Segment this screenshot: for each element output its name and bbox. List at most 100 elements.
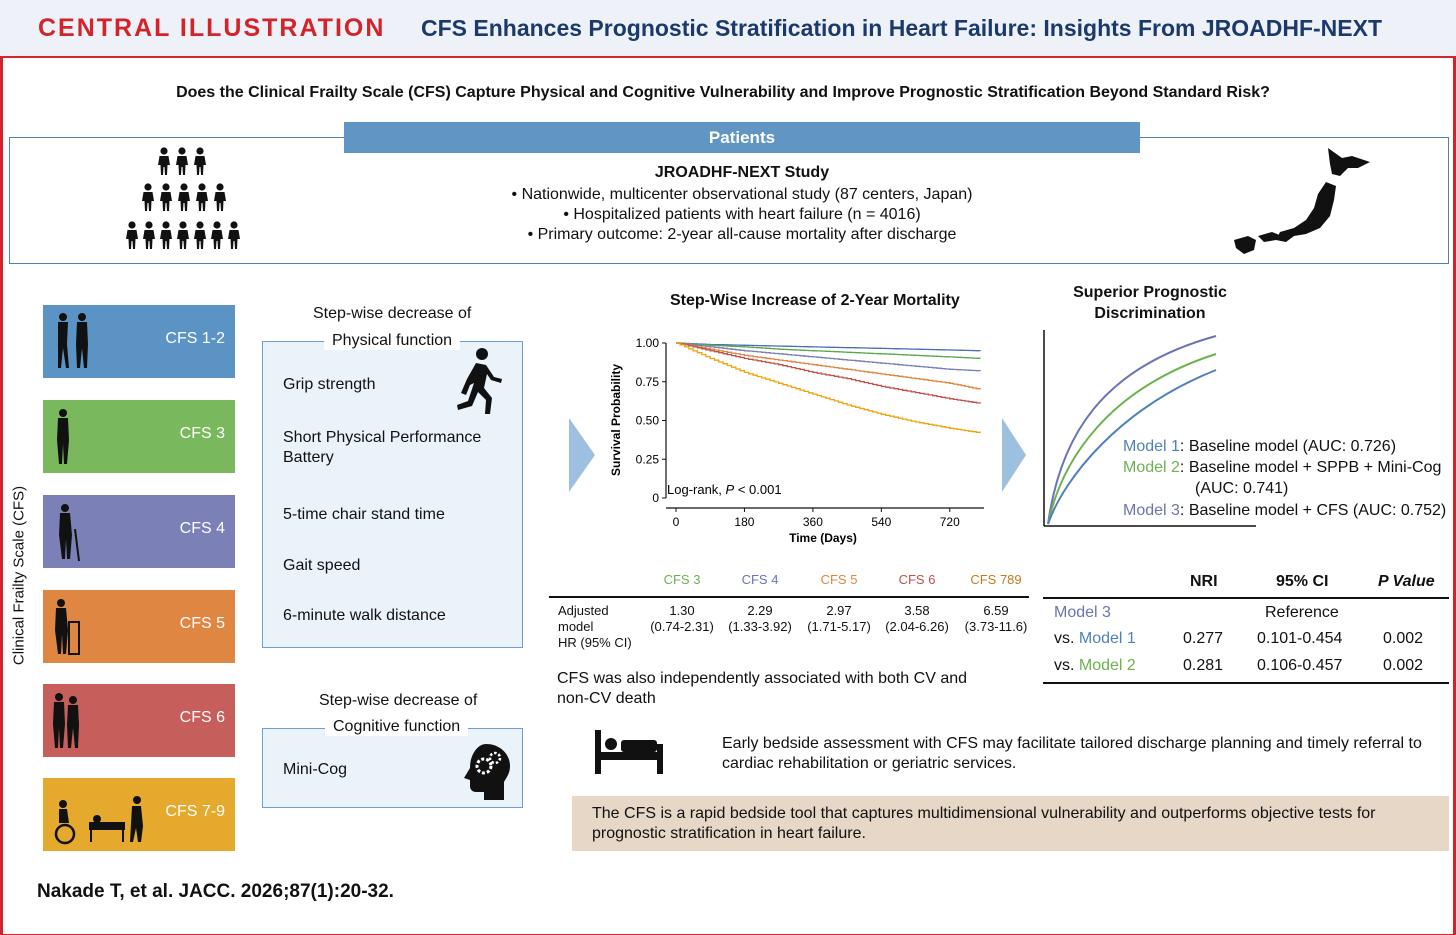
nri-table-rule (1043, 682, 1449, 684)
model-1-name: Model 1 (1123, 438, 1180, 455)
conclusion-box: The CFS is a rapid bedside tool that cap… (572, 796, 1449, 851)
model-3-legend: Model 3: Baseline model + CFS (AUC: 0.75… (1123, 502, 1446, 520)
km-series-line (676, 342, 981, 404)
head-gears-icon (464, 744, 510, 800)
physical-item: Gait speed (283, 557, 361, 574)
km-x-tick-label: 720 (940, 515, 960, 529)
km-y-tick-label: 0.75 (636, 375, 660, 389)
km-series-line (676, 342, 981, 359)
person-with-cane-icon (59, 504, 80, 562)
hr-ci: (1.71-5.17) (807, 619, 871, 634)
roc-curve-model-3 (1047, 335, 1217, 525)
model-1-legend: Model 1: Baseline model (AUC: 0.726) (1123, 438, 1396, 456)
hr-table-rule (549, 596, 1029, 598)
cognitive-item: Mini-Cog (283, 761, 348, 778)
p-value-header-text: P Value (1378, 573, 1435, 590)
flow-arrow-icon (1002, 418, 1026, 492)
hr-cell: 3.58 (2.04-6.26) (877, 603, 957, 635)
hr-cell: 1.30 (0.74-2.31) (642, 603, 722, 635)
hr-value: 2.29 (747, 603, 773, 618)
km-chart: 0 0.25 0.50 0.75 1.00 0 180 360 540 720 Survival … (609, 336, 984, 545)
nri-p: 0.002 (1383, 657, 1424, 674)
km-y-axis-label: Survival Probability (609, 364, 623, 476)
cognitive-title-line1: Step-wise decrease of (311, 692, 486, 710)
cfs-level-label: CFS 5 (179, 615, 225, 632)
hr-ci: (1.33-3.92) (728, 619, 792, 634)
model-2-name: Model 2 (1123, 459, 1180, 476)
auc-title-line: Discrimination (1094, 305, 1206, 322)
hr-value: 3.58 (904, 603, 930, 618)
hr-row-label-line: Adjusted (558, 603, 609, 618)
cv-death-text: CFS was also independently associated wi… (557, 670, 968, 707)
nri-p: 0.002 (1383, 630, 1424, 647)
nri-row-prefix: vs. (1054, 630, 1079, 647)
physical-title-line1: Step-wise decrease of (305, 305, 480, 323)
hr-ci: (0.74-2.31) (650, 619, 714, 634)
cfs-level-6: CFS 6 (43, 684, 235, 757)
nri-ci: 0.101-0.454 (1257, 630, 1343, 647)
physical-item: Battery (283, 449, 334, 466)
km-x-tick-label: 180 (734, 515, 754, 529)
nri-row-model: Model 1 (1078, 630, 1136, 647)
cfs-level-1-2: CFS 1-2 (43, 305, 235, 378)
roc-curves (1043, 330, 1256, 527)
nri-value: 0.277 (1183, 630, 1224, 647)
km-y-tick-label: 0.50 (636, 414, 660, 428)
nri-row-prefix: vs. (1054, 657, 1079, 674)
km-x-tick-label: 360 (803, 515, 823, 529)
hr-cell: 2.29 (1.33-3.92) (720, 603, 800, 635)
km-x-tick-label: 0 (673, 515, 680, 529)
hr-column-head: CFS 5 (820, 572, 858, 587)
km-logrank-annotation: Log-rank, P < 0.001 (667, 482, 782, 497)
study-title: JROADHF-NEXT Study (654, 164, 830, 181)
km-series-line (676, 342, 981, 352)
people-group-icon (126, 147, 240, 249)
hr-ci: (2.04-6.26) (885, 619, 949, 634)
person-with-walker-icon (55, 599, 80, 655)
roc-curve-model-1 (1047, 369, 1217, 525)
cfs-level-5: CFS 5 (43, 590, 235, 663)
cfs-level-label: CFS 4 (179, 520, 225, 537)
nri-row-label: vs. Model 2 (1054, 657, 1136, 675)
header-label: CENTRAL ILLUSTRATION (38, 14, 386, 42)
cfs-level-4: CFS 4 (43, 495, 235, 568)
nri-reference: Reference (1265, 604, 1339, 621)
hr-column-head: CFS 6 (898, 572, 936, 587)
cfs-level-label: CFS 7-9 (165, 803, 225, 820)
ci-header: 95% CI (1276, 573, 1329, 590)
nri-header: NRI (1190, 573, 1218, 590)
nri-row-label: vs. Model 1 (1054, 630, 1136, 648)
km-series-line (676, 342, 981, 433)
hr-row-label-line: HR (95% CI) (558, 635, 632, 650)
km-title: Step-Wise Increase of 2-Year Mortality (670, 292, 960, 309)
physical-title-line2: Physical function (324, 332, 461, 350)
hr-row-label-line: model (558, 619, 594, 634)
hr-row-label: Adjusted model HR (95% CI) (558, 603, 632, 651)
physical-item: Grip strength (283, 376, 376, 393)
cfs-level-label: CFS 1-2 (165, 330, 225, 347)
hr-value: 6.59 (983, 603, 1009, 618)
nri-ci: 0.106-0.457 (1257, 657, 1343, 674)
cfs-level-label: CFS 6 (179, 709, 225, 726)
citation: Nakade T, et al. JACC. 2026;87(1):20-32. (37, 881, 394, 902)
logrank-suffix: < 0.001 (734, 482, 781, 497)
study-line: • Primary outcome: 2-year all-cause mort… (527, 226, 957, 243)
logrank-prefix: Log-rank, (667, 482, 726, 497)
hr-ci: (3.73-11.6) (964, 619, 1028, 634)
flow-arrow-icon (569, 418, 595, 492)
nri-row-model: Model 2 (1078, 657, 1136, 674)
hr-cell: 6.59 (3.73-11.6) (956, 603, 1036, 635)
model-3-name: Model 3 (1123, 502, 1180, 519)
km-x-tick-label: 540 (871, 515, 891, 529)
study-line: • Nationwide, multicenter observational … (511, 186, 973, 203)
header-title: CFS Enhances Prognostic Stratification i… (421, 15, 1383, 41)
km-series-line (676, 342, 981, 372)
nri-value: 0.281 (1183, 657, 1224, 674)
japan-map-icon (1234, 148, 1370, 254)
model-3-text: : Baseline model + CFS (AUC: 0.752) (1179, 502, 1447, 519)
logrank-p: P (726, 482, 735, 497)
model-2-text: : Baseline model + SPPB + Mini-Cog (1179, 459, 1442, 476)
running-person-icon (457, 348, 502, 414)
km-series-line (676, 342, 981, 390)
hr-column-head: CFS 789 (970, 572, 1022, 587)
